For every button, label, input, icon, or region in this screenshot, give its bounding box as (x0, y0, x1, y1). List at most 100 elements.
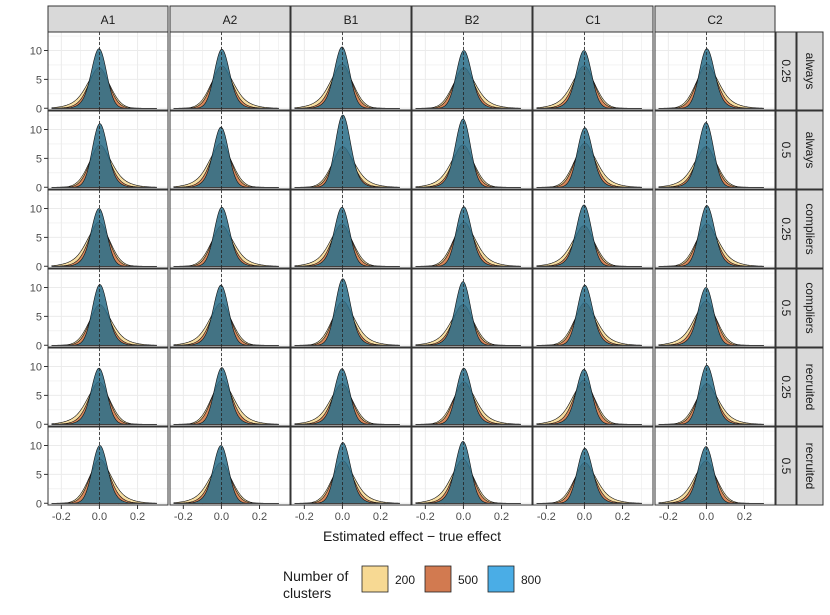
density-800 (51, 367, 157, 425)
density-800 (658, 48, 764, 109)
x-tick-label: -0.2 (295, 511, 314, 523)
facet-strip-row-inner (775, 347, 797, 427)
y-tick-label: 5 (36, 311, 42, 323)
legend-title: Number of (283, 568, 348, 584)
facet-strip-column (654, 5, 776, 33)
facet-strip-row-inner (775, 426, 797, 506)
facet-strip-label: 0.5 (779, 142, 793, 159)
panel-border (290, 110, 412, 190)
density-800 (294, 206, 400, 267)
facet-strip-label: 0.5 (779, 300, 793, 317)
density-800 (294, 278, 400, 346)
facet-strip-label: A2 (223, 13, 238, 27)
facet-strip-label: B2 (465, 13, 480, 27)
facet-strip-row-outer (796, 31, 824, 111)
legend-key-800 (487, 565, 515, 593)
panel-border (169, 110, 291, 190)
x-tick-label: 0.2 (373, 511, 388, 523)
density-800 (173, 445, 279, 504)
panel-border (411, 189, 533, 269)
facet-strip-row-inner (775, 31, 797, 111)
x-tick-label: 0.2 (252, 511, 267, 523)
y-tick-label: 10 (30, 45, 42, 57)
panel-border (411, 426, 533, 506)
panel-border (532, 110, 654, 190)
density-800 (51, 208, 157, 267)
facet-strip-label: compliers (803, 282, 817, 333)
facet-strip-label: recruited (803, 364, 817, 411)
panel-border (290, 31, 412, 111)
y-tick-label: 0 (36, 103, 42, 115)
facet-strip-label: recruited (803, 443, 817, 490)
facet-strip-row-inner (775, 268, 797, 348)
y-tick-label: 10 (30, 282, 42, 294)
y-tick-label: 0 (36, 182, 42, 194)
x-tick-label: -0.2 (416, 511, 435, 523)
density-800 (536, 204, 642, 267)
y-tick-label: 10 (30, 124, 42, 136)
panel-border (532, 31, 654, 111)
x-tick-label: 0.0 (456, 511, 471, 523)
y-tick-label: 0 (36, 419, 42, 431)
density-800 (294, 368, 400, 425)
density-800 (294, 46, 400, 109)
density-800 (51, 48, 157, 109)
panel-border (290, 426, 412, 506)
x-tick-label: 0.0 (577, 511, 592, 523)
density-800 (415, 367, 521, 425)
facet-strip-label: 0.5 (779, 458, 793, 475)
panel-border (654, 31, 776, 111)
facet-strip-label: always (803, 53, 817, 90)
facet-strip-row-inner (775, 189, 797, 269)
panel-border (411, 110, 533, 190)
panel-border (654, 189, 776, 269)
panel-border (290, 189, 412, 269)
y-tick-label: 10 (30, 440, 42, 452)
panel-border (654, 347, 776, 427)
panel-border (169, 347, 291, 427)
facet-strip-label: always (803, 132, 817, 169)
facet-strip-column (411, 5, 533, 33)
legend-label: 500 (458, 573, 478, 587)
facet-strip-column (290, 5, 412, 33)
density-800 (658, 205, 764, 267)
facet-strip-label: B1 (344, 13, 359, 27)
density-800 (173, 284, 279, 346)
panel-border (290, 347, 412, 427)
facet-strip-label: C2 (707, 13, 723, 27)
panel-border (411, 31, 533, 111)
facet-strip-row-outer (796, 268, 824, 348)
facet-strip-label: A1 (101, 13, 116, 27)
legend-label: 800 (521, 573, 541, 587)
y-tick-label: 0 (36, 340, 42, 352)
y-tick-label: 0 (36, 261, 42, 273)
facet-strip-label: compliers (803, 203, 817, 254)
x-axis-title: Estimated effect − true effect (323, 528, 501, 544)
y-tick-label: 5 (36, 390, 42, 402)
facet-strip-column (532, 5, 654, 33)
y-tick-label: 5 (36, 469, 42, 481)
panel-border (169, 268, 291, 348)
density-800 (658, 446, 764, 504)
panel-border (169, 31, 291, 111)
density-800 (173, 126, 279, 188)
panel-border (47, 347, 169, 427)
x-tick-label: -0.2 (52, 511, 71, 523)
density-800 (536, 447, 642, 504)
legend-title: clusters (283, 585, 331, 601)
x-tick-label: -0.2 (174, 511, 193, 523)
y-tick-label: 10 (30, 203, 42, 215)
panel-border (532, 347, 654, 427)
density-800 (415, 206, 521, 267)
x-tick-label: 0.0 (335, 511, 350, 523)
density-800 (173, 206, 279, 267)
density-800 (658, 364, 764, 425)
panel-border (169, 189, 291, 269)
facet-strip-row-outer (796, 426, 824, 506)
panel-border (654, 110, 776, 190)
x-tick-label: 0.2 (615, 511, 630, 523)
density-800 (51, 445, 157, 504)
density-800 (658, 287, 764, 346)
panel-border (532, 426, 654, 506)
y-tick-label: 5 (36, 232, 42, 244)
